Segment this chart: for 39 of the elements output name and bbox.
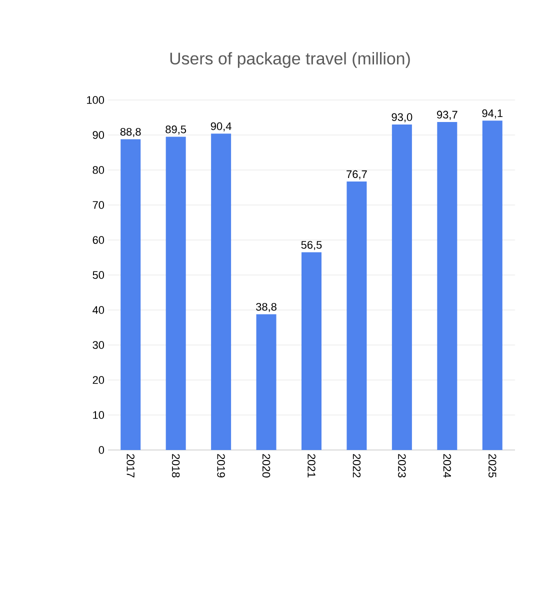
y-tick-label: 10 — [93, 411, 104, 419]
y-tick-label: 20 — [92, 376, 104, 384]
data-label: 93,0 — [392, 113, 412, 122]
x-tick-label: 2025 — [488, 454, 496, 478]
x-tick-label: 2020 — [262, 454, 270, 478]
bar — [211, 134, 232, 450]
x-tick-label: 2024 — [443, 454, 452, 478]
data-label: 93,7 — [437, 110, 458, 120]
y-tick-label: 0 — [98, 446, 104, 454]
y-tick-label: 90 — [92, 131, 104, 139]
bar — [437, 122, 458, 450]
data-label: 38,8 — [256, 302, 276, 312]
bar — [346, 182, 367, 450]
y-tick-label: 50 — [92, 271, 104, 279]
data-label: 88,8 — [120, 128, 141, 137]
y-tick-label: 30 — [92, 341, 104, 349]
bar — [482, 120, 502, 450]
x-tick-label: 2022 — [352, 454, 361, 478]
data-label: 56,5 — [301, 241, 322, 250]
x-tick-label: 2018 — [172, 454, 180, 478]
bar — [120, 139, 141, 450]
bar — [301, 252, 322, 450]
chart-title: Users of package travel (million) — [170, 52, 410, 68]
y-tick-label: 100 — [87, 96, 104, 104]
y-tick-label: 80 — [92, 166, 104, 174]
bar — [166, 136, 186, 450]
data-label: 94,1 — [482, 109, 503, 118]
x-tick-label: 2017 — [126, 454, 134, 478]
bar — [392, 124, 412, 450]
y-tick-label: 70 — [92, 201, 104, 209]
data-label: 76,7 — [346, 170, 367, 180]
data-label: 90,4 — [210, 122, 232, 132]
bar — [256, 314, 276, 450]
x-tick-label: 2019 — [217, 454, 225, 478]
y-tick-label: 40 — [92, 306, 104, 314]
y-tick-label: 60 — [92, 236, 104, 244]
x-tick-label: 2023 — [398, 454, 406, 478]
x-tick-label: 2021 — [308, 454, 316, 478]
data-label: 89,5 — [166, 126, 186, 135]
